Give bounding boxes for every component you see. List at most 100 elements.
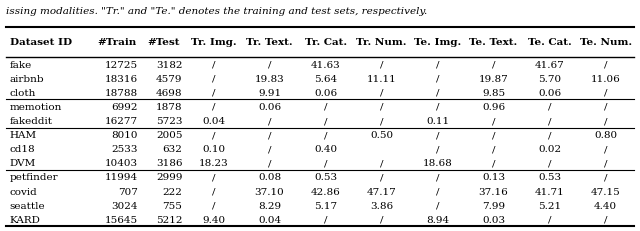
Text: #Test: #Test xyxy=(147,38,179,47)
Text: /: / xyxy=(436,145,439,154)
Text: 3024: 3024 xyxy=(111,201,138,210)
Text: 19.87: 19.87 xyxy=(479,74,508,83)
Text: 18.23: 18.23 xyxy=(199,159,228,168)
Text: 9.91: 9.91 xyxy=(258,88,281,97)
Text: Te. Num.: Te. Num. xyxy=(580,38,632,47)
Text: /: / xyxy=(436,74,439,83)
Text: /: / xyxy=(604,60,607,69)
Text: /: / xyxy=(380,215,383,224)
Text: /: / xyxy=(380,103,383,111)
Text: petfinder: petfinder xyxy=(10,173,58,182)
Text: issing modalities. "Tr." and "Te." denotes the training and test sets, respectiv: issing modalities. "Tr." and "Te." denot… xyxy=(6,7,428,16)
Text: /: / xyxy=(604,103,607,111)
Text: /: / xyxy=(268,60,271,69)
Text: 0.11: 0.11 xyxy=(426,116,449,125)
Text: 16277: 16277 xyxy=(104,116,138,125)
Text: /: / xyxy=(436,187,439,196)
Text: /: / xyxy=(436,60,439,69)
Text: /: / xyxy=(492,116,495,125)
Text: 3.86: 3.86 xyxy=(370,201,393,210)
Text: /: / xyxy=(212,103,215,111)
Text: /: / xyxy=(492,60,495,69)
Text: /: / xyxy=(548,159,551,168)
Text: 7.99: 7.99 xyxy=(482,201,505,210)
Text: 0.40: 0.40 xyxy=(314,145,337,154)
Text: fakeddit: fakeddit xyxy=(10,116,52,125)
Text: /: / xyxy=(548,131,551,140)
Text: /: / xyxy=(268,145,271,154)
Text: Tr. Cat.: Tr. Cat. xyxy=(305,38,347,47)
Text: 0.08: 0.08 xyxy=(258,173,281,182)
Text: 0.53: 0.53 xyxy=(314,173,337,182)
Text: /: / xyxy=(324,215,327,224)
Text: KARD: KARD xyxy=(10,215,40,224)
Text: /: / xyxy=(604,116,607,125)
Text: /: / xyxy=(212,131,215,140)
Text: 11.11: 11.11 xyxy=(367,74,396,83)
Text: /: / xyxy=(212,187,215,196)
Text: 4579: 4579 xyxy=(156,74,182,83)
Text: Te. Cat.: Te. Cat. xyxy=(528,38,572,47)
Text: /: / xyxy=(212,88,215,97)
Text: /: / xyxy=(604,159,607,168)
Text: 0.04: 0.04 xyxy=(202,116,225,125)
Text: 0.96: 0.96 xyxy=(482,103,505,111)
Text: 2999: 2999 xyxy=(156,173,182,182)
Text: 4.40: 4.40 xyxy=(594,201,617,210)
Text: 18316: 18316 xyxy=(104,74,138,83)
Text: /: / xyxy=(380,116,383,125)
Text: 6992: 6992 xyxy=(111,103,138,111)
Text: 9.85: 9.85 xyxy=(482,88,505,97)
Text: seattle: seattle xyxy=(10,201,45,210)
Text: /: / xyxy=(604,145,607,154)
Text: Te. Img.: Te. Img. xyxy=(414,38,461,47)
Text: 41.63: 41.63 xyxy=(311,60,340,69)
Text: 18788: 18788 xyxy=(104,88,138,97)
Text: 18.68: 18.68 xyxy=(423,159,452,168)
Text: 11.06: 11.06 xyxy=(591,74,620,83)
Text: 8.29: 8.29 xyxy=(258,201,281,210)
Text: 41.67: 41.67 xyxy=(535,60,564,69)
Text: 0.03: 0.03 xyxy=(482,215,505,224)
Text: /: / xyxy=(380,159,383,168)
Text: 9.40: 9.40 xyxy=(202,215,225,224)
Text: 0.06: 0.06 xyxy=(314,88,337,97)
Text: 2533: 2533 xyxy=(111,145,138,154)
Text: 0.13: 0.13 xyxy=(482,173,505,182)
Text: Dataset ID: Dataset ID xyxy=(10,38,72,47)
Text: 5.17: 5.17 xyxy=(314,201,337,210)
Text: /: / xyxy=(604,88,607,97)
Text: HAM: HAM xyxy=(10,131,36,140)
Text: /: / xyxy=(212,74,215,83)
Text: Tr. Img.: Tr. Img. xyxy=(191,38,236,47)
Text: 47.17: 47.17 xyxy=(367,187,396,196)
Text: /: / xyxy=(492,159,495,168)
Text: /: / xyxy=(436,131,439,140)
Text: 222: 222 xyxy=(163,187,182,196)
Text: /: / xyxy=(212,173,215,182)
Text: #Train: #Train xyxy=(97,38,136,47)
Text: 3182: 3182 xyxy=(156,60,182,69)
Text: /: / xyxy=(268,131,271,140)
Text: /: / xyxy=(380,88,383,97)
Text: cloth: cloth xyxy=(10,88,36,97)
Text: /: / xyxy=(380,173,383,182)
Text: /: / xyxy=(268,116,271,125)
Text: /: / xyxy=(492,145,495,154)
Text: /: / xyxy=(212,201,215,210)
Text: 2005: 2005 xyxy=(156,131,182,140)
Text: /: / xyxy=(604,173,607,182)
Text: /: / xyxy=(436,201,439,210)
Text: 3186: 3186 xyxy=(156,159,182,168)
Text: /: / xyxy=(436,88,439,97)
Text: /: / xyxy=(324,131,327,140)
Text: 19.83: 19.83 xyxy=(255,74,284,83)
Text: /: / xyxy=(324,159,327,168)
Text: 0.04: 0.04 xyxy=(258,215,281,224)
Text: fake: fake xyxy=(10,60,32,69)
Text: 5.21: 5.21 xyxy=(538,201,561,210)
Text: 707: 707 xyxy=(118,187,138,196)
Text: memotion: memotion xyxy=(10,103,62,111)
Text: /: / xyxy=(604,215,607,224)
Text: 5.70: 5.70 xyxy=(538,74,561,83)
